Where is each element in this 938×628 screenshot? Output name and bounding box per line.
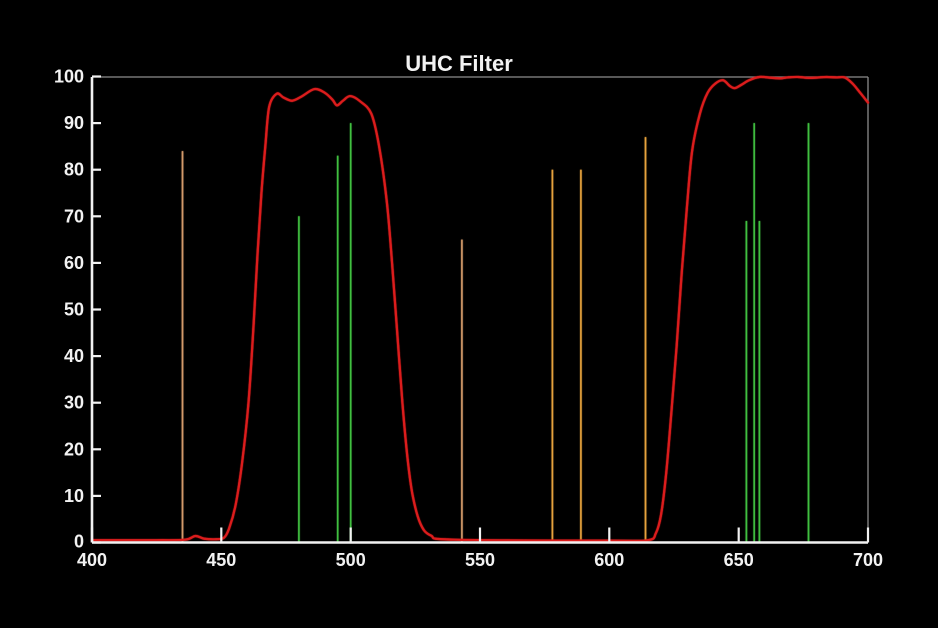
svg-text:50: 50 [64, 300, 84, 320]
svg-text:40: 40 [64, 346, 84, 366]
svg-text:60: 60 [64, 253, 84, 273]
svg-text:80: 80 [64, 160, 84, 180]
svg-text:650: 650 [724, 550, 754, 570]
svg-text:20: 20 [64, 439, 84, 459]
svg-text:100: 100 [54, 67, 84, 87]
svg-text:700: 700 [853, 550, 883, 570]
svg-text:400: 400 [77, 550, 107, 570]
svg-text:90: 90 [64, 113, 84, 133]
svg-text:600: 600 [594, 550, 624, 570]
svg-text:550: 550 [465, 550, 495, 570]
svg-text:30: 30 [64, 393, 84, 413]
svg-text:UHC Filter: UHC Filter [405, 51, 513, 76]
svg-text:450: 450 [206, 550, 236, 570]
svg-text:500: 500 [336, 550, 366, 570]
svg-text:0: 0 [74, 532, 84, 552]
svg-text:70: 70 [64, 206, 84, 226]
svg-text:10: 10 [64, 486, 84, 506]
